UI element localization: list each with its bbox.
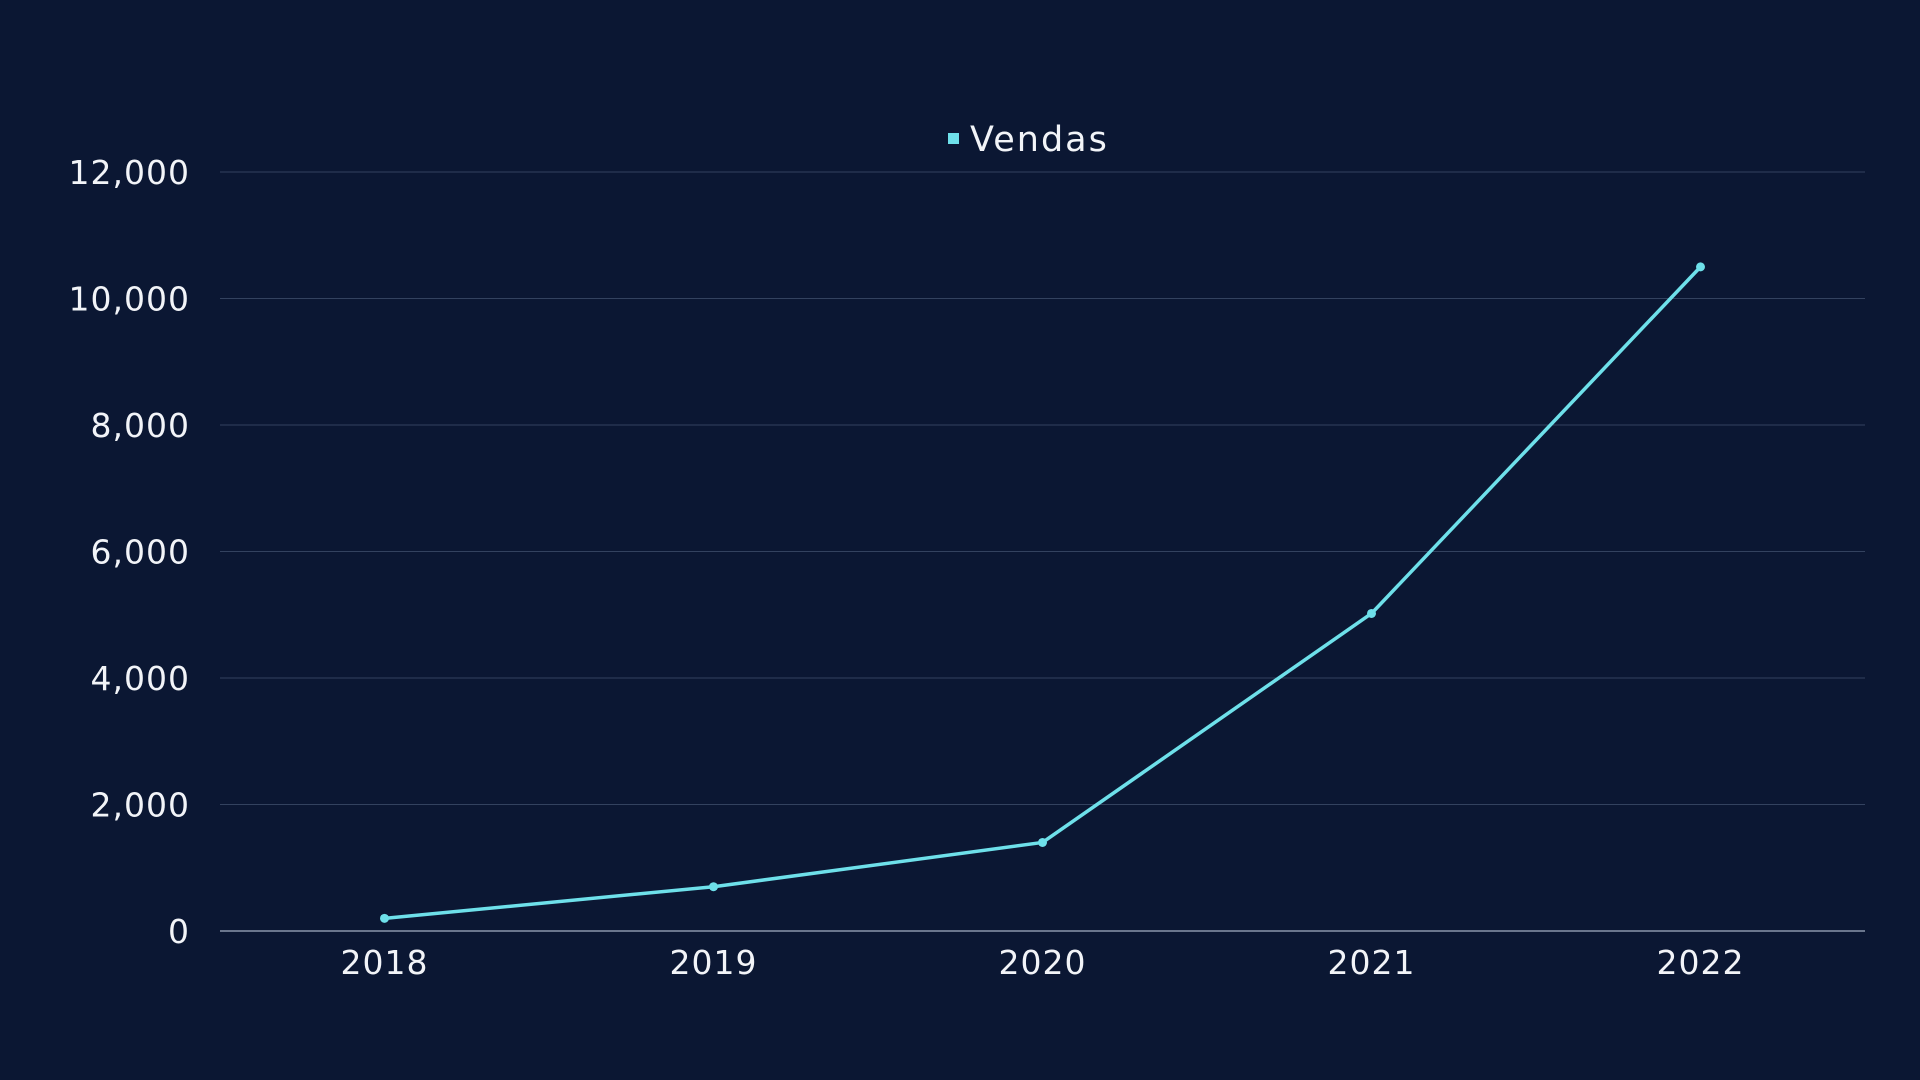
grid-layer: [220, 171, 1865, 932]
legend-swatch-vendas: [948, 133, 959, 144]
y-tick-label: 8,000: [91, 406, 190, 445]
y-tick-label: 0: [168, 912, 190, 951]
legend: Vendas: [948, 120, 1109, 160]
x-axis: 2018 2019 2020 2021 2022: [341, 943, 1745, 982]
y-tick-label: 2,000: [91, 786, 190, 825]
y-tick-label: 10,000: [69, 280, 190, 319]
x-tick-label: 2019: [670, 943, 758, 982]
y-tick-label: 6,000: [91, 533, 190, 572]
y-axis: 0 2,000 4,000 6,000 8,000 10,000 12,000: [69, 153, 190, 951]
data-point: [380, 913, 389, 923]
data-point: [1696, 262, 1705, 272]
y-tick-label: 12,000: [69, 153, 190, 192]
series-layer: [380, 262, 1705, 923]
x-tick-label: 2021: [1328, 943, 1416, 982]
y-tick-label: 4,000: [91, 659, 190, 698]
x-tick-label: 2020: [999, 943, 1087, 982]
x-tick-label: 2018: [341, 943, 429, 982]
series-line-vendas: [382, 265, 1703, 921]
x-tick-label: 2022: [1657, 943, 1745, 982]
data-point: [1038, 837, 1047, 847]
legend-label-vendas: Vendas: [970, 120, 1109, 160]
data-point: [709, 882, 718, 892]
data-point: [1367, 608, 1376, 618]
